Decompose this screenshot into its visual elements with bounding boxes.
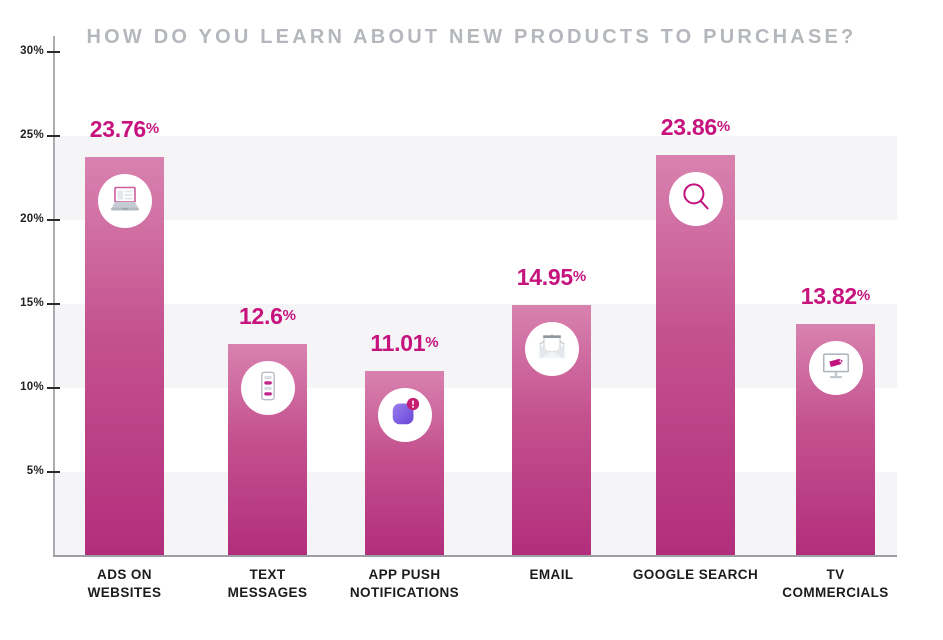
bar-icon-circle [97,174,152,229]
sms-phone-icon [251,369,285,408]
y-tick-mark [47,470,60,473]
bar-value-label: 23.86% [660,114,731,141]
category-label: APP PUSH NOTIFICATIONS [349,567,460,600]
chart-title: HOW DO YOU LEARN ABOUT NEW PRODUCTS TO P… [86,26,857,48]
x-axis [53,555,897,557]
bar-value-label: 12.6% [239,303,296,330]
y-tick-label: 30% [20,45,44,58]
category-label: TV COMMERCIALS [782,567,889,600]
bar-icon-circle [377,387,432,442]
y-tick-mark [47,302,60,305]
grid-band [54,303,897,388]
category-label: TEXT MESSAGES [227,567,308,600]
bar [85,157,164,556]
search-icon [677,178,715,221]
y-tick-mark [47,135,60,138]
bar [656,155,735,556]
y-tick-mark [47,219,60,222]
app-push-notification-icon [388,395,422,434]
y-tick-label: 5% [26,464,44,477]
bar-icon-circle [808,340,863,395]
y-tick-label: 20% [20,213,44,226]
bar [228,344,307,556]
bar-icon-circle [524,321,579,376]
laptop-icon [107,181,143,222]
y-tick-label: 15% [20,296,44,309]
bar-value-label: 23.76% [89,116,160,143]
tv-icon [819,348,853,387]
bar [365,370,444,556]
bar-value-label: 13.82% [800,282,871,309]
grid-band [54,136,897,221]
bar-value-label: 14.95% [516,263,587,290]
bar-value-label: 11.01% [370,329,439,356]
y-axis [53,36,55,557]
y-tick-label: 25% [20,129,44,142]
bar [796,323,875,556]
category-label: GOOGLE SEARCH [632,567,759,582]
y-tick-mark [47,386,60,389]
bar [512,304,591,556]
y-tick-label: 10% [20,380,44,393]
grid-band [54,471,897,556]
email-icon [534,328,570,369]
y-tick-mark [47,51,60,54]
bar-icon-circle [240,361,295,416]
category-label: EMAIL [529,567,574,582]
category-label: ADS ON WEBSITES [87,567,162,600]
bar-icon-circle [668,172,723,227]
